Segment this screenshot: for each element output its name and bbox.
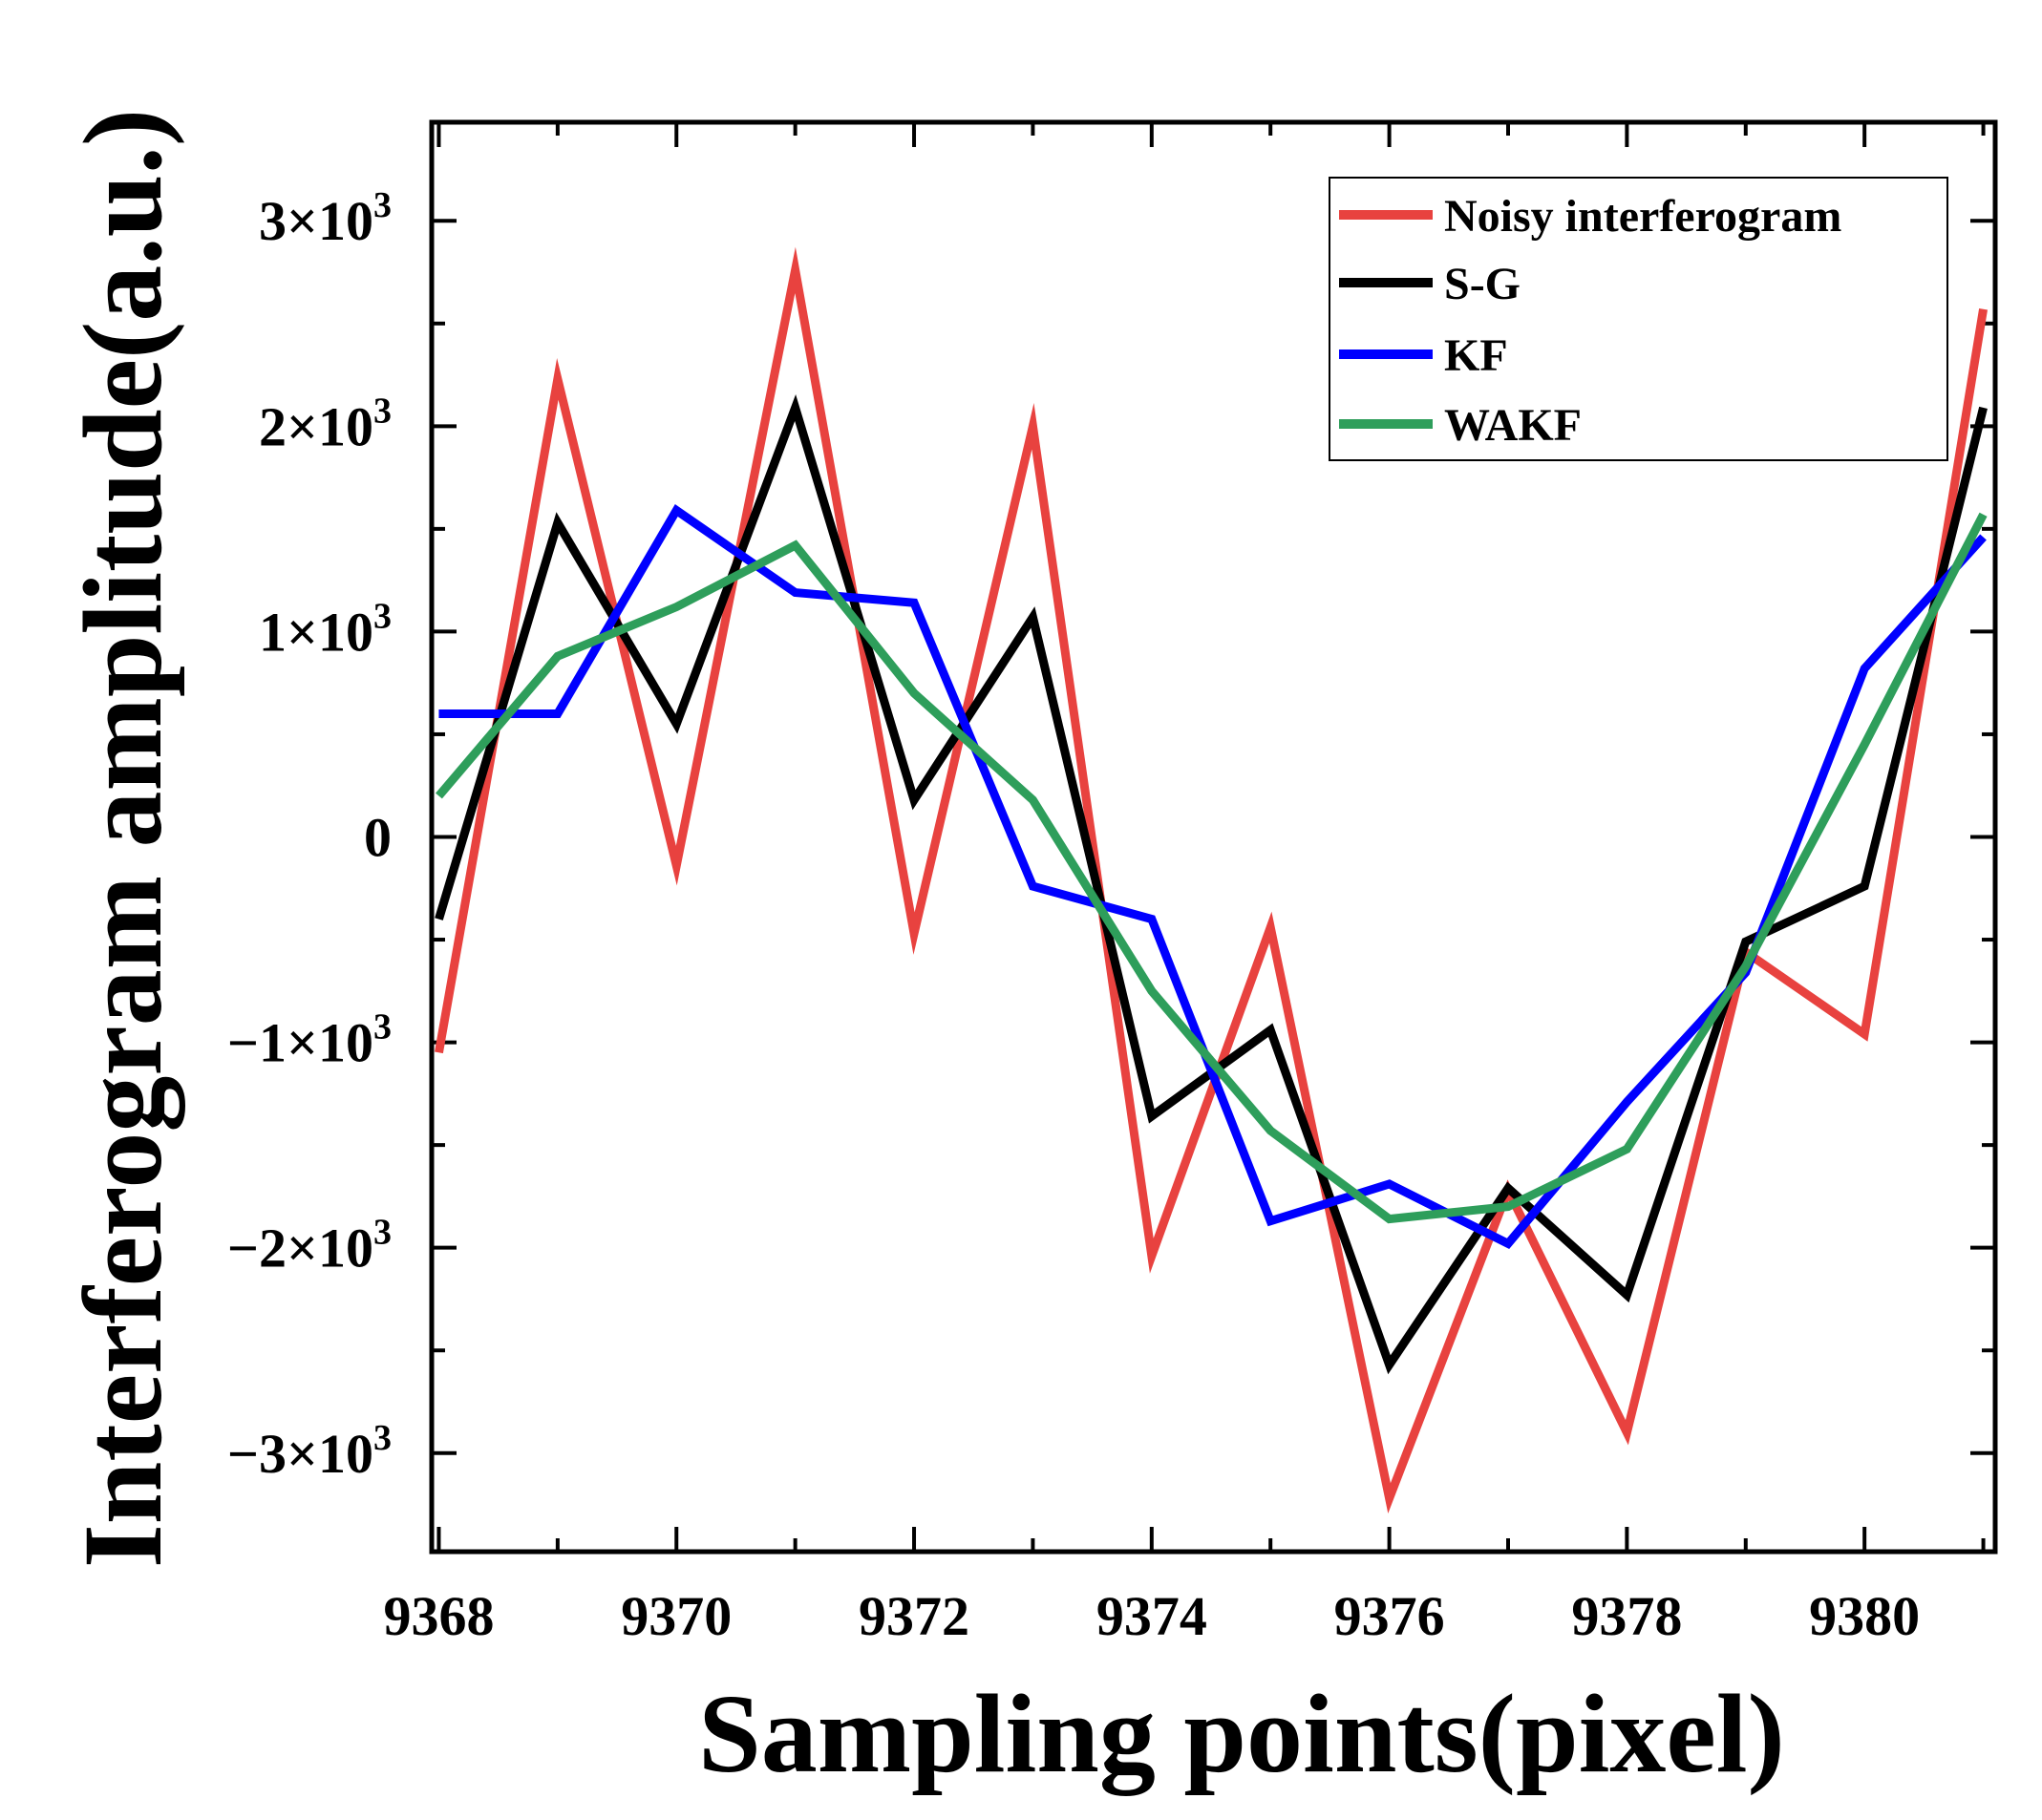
x-tick-label: 9372 <box>859 1585 969 1647</box>
legend: Noisy interferogram S-G KF WAKF <box>1329 177 1948 461</box>
y-tick-label: −2×103 <box>227 1213 392 1280</box>
y-tick-label: 0 <box>364 807 392 869</box>
y-tick-labels: 3×103 2×103 1×103 0 −1×103 −2×103 −3×103 <box>227 185 392 1485</box>
legend-label-sg: S-G <box>1444 259 1521 309</box>
plot-frame <box>429 119 1998 1555</box>
x-tick-label: 9370 <box>621 1585 732 1647</box>
x-axis-title: Sampling points(pixel) <box>698 1671 1785 1796</box>
x-tick-label: 9376 <box>1334 1585 1445 1647</box>
x-tick-label: 9368 <box>383 1585 494 1647</box>
series-line-wakf <box>436 512 1988 1224</box>
legend-label-wakf: WAKF <box>1444 400 1582 451</box>
x-tick-label: 9374 <box>1096 1585 1207 1647</box>
y-tick-label: 1×103 <box>259 596 392 663</box>
legend-label-kf: KF <box>1444 330 1508 381</box>
legend-label-noisy: Noisy interferogram <box>1444 191 1841 242</box>
legend-box <box>1329 177 1948 461</box>
x-tick-labels: 9368 9370 9372 9374 9376 9378 9380 <box>383 1585 1920 1647</box>
series-line-noisy-interferogram <box>435 246 1989 1513</box>
y-tick-label: 2×103 <box>259 391 392 457</box>
x-tick-label: 9380 <box>1809 1585 1920 1647</box>
y-axis-title: Interferogram amplitude(a.u.) <box>60 109 185 1568</box>
x-tick-label: 9378 <box>1571 1585 1682 1647</box>
y-tick-label: −3×103 <box>227 1418 392 1485</box>
series-layer <box>435 246 1989 1513</box>
y-tick-label: 3×103 <box>259 185 392 252</box>
y-tick-label: −1×103 <box>227 1007 392 1074</box>
